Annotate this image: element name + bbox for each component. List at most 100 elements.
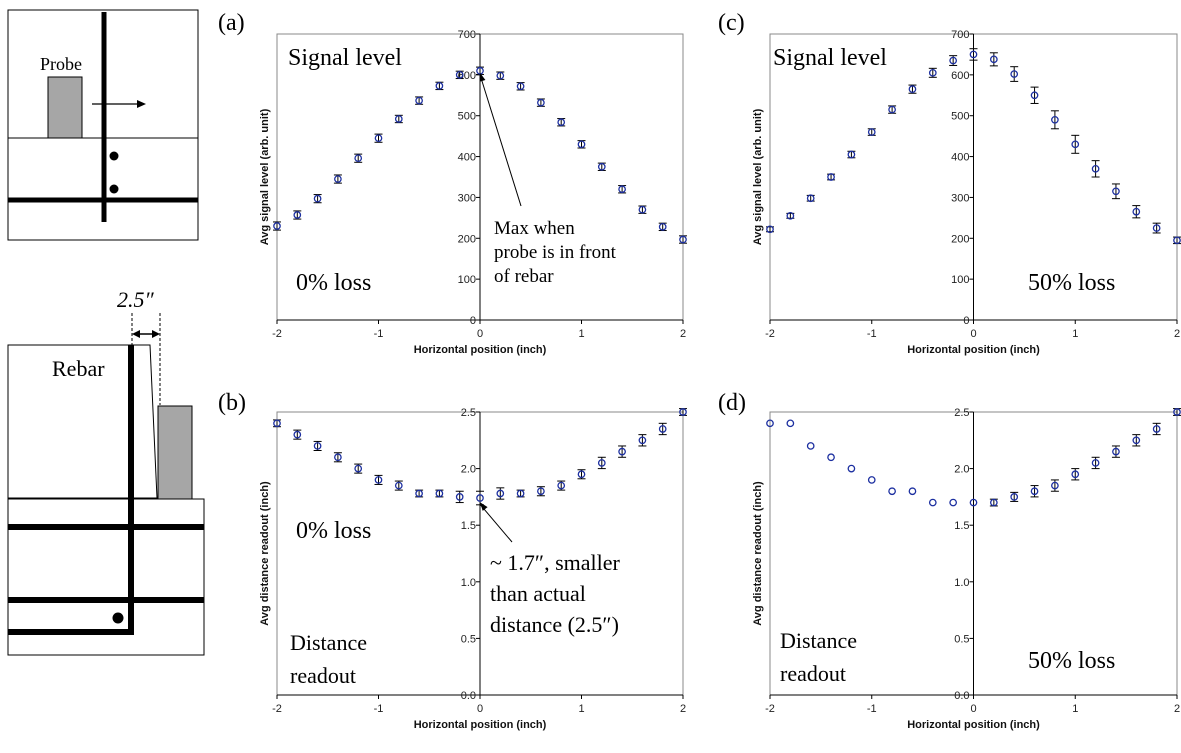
y-tick-label: 0.0 [461, 690, 476, 702]
probe-housing [7, 344, 158, 499]
data-point [658, 425, 667, 433]
data-point [313, 194, 322, 203]
data-point [827, 173, 835, 181]
x-tick-label: -1 [867, 328, 877, 340]
annotation-arrow [479, 503, 513, 543]
data-point [313, 442, 322, 450]
x-axis-label: Horizontal position (inch) [907, 344, 1040, 356]
y-axis-label: Avg distance readout (inch) [259, 481, 271, 626]
data-point [827, 453, 835, 462]
data-point [537, 98, 545, 107]
probe-label: Probe [40, 54, 82, 74]
chart-annotation-text: Signal level [288, 45, 402, 71]
y-tick-label: 300 [458, 192, 476, 204]
data-point [806, 194, 815, 203]
data-point [557, 481, 566, 490]
y-tick-label: 200 [951, 233, 969, 245]
panel-label: (d) [718, 390, 746, 416]
data-point [394, 115, 403, 123]
x-tick-label: -2 [765, 328, 775, 340]
side-schematic: 2.5″ Rebar [7, 287, 205, 656]
y-tick-label: 1.5 [461, 520, 476, 532]
x-tick-label: 1 [578, 703, 584, 715]
data-point [293, 211, 302, 219]
data-point [1030, 487, 1039, 496]
annotation-line: Max when [494, 218, 575, 239]
data-point [908, 85, 917, 94]
annotation-line: than actual [490, 581, 586, 606]
data-point [1071, 140, 1080, 149]
data-point [638, 205, 647, 214]
data-point [1051, 481, 1059, 490]
y-tick-label: 0.5 [461, 633, 476, 645]
x-axis-label: Horizontal position (inch) [414, 719, 547, 731]
y-tick-label: 2.0 [954, 464, 969, 476]
probe-shape [47, 76, 83, 139]
data-point [786, 419, 795, 428]
y-axis-label: Avg signal level (arb. unit) [752, 108, 764, 245]
data-point [577, 470, 586, 479]
y-tick-label: 0 [470, 315, 476, 327]
data-point [1152, 224, 1161, 232]
data-point [1112, 447, 1120, 456]
rebar-label: Rebar [52, 356, 105, 381]
data-point [766, 225, 774, 234]
chart-annotation-text: 50% loss [1028, 270, 1115, 296]
data-point [1071, 470, 1080, 479]
data-point [577, 140, 586, 149]
y-tick-label: 0.5 [954, 633, 969, 645]
data-point [537, 487, 545, 496]
data-point [618, 447, 626, 456]
chart-annotation-text: Signal level [773, 45, 887, 71]
x-tick-label: 1 [1072, 703, 1078, 715]
x-tick-label: 2 [680, 703, 686, 715]
data-point [618, 185, 626, 194]
data-point [354, 154, 363, 163]
panel-label: (c) [718, 10, 745, 36]
data-point [928, 68, 937, 77]
data-point [969, 498, 978, 507]
panel-label: (a) [218, 10, 245, 36]
annotation-line: ~ 1.7″, smaller [490, 550, 620, 575]
data-point [1010, 493, 1019, 501]
data-point [888, 487, 896, 496]
data-point [847, 464, 856, 473]
x-axis-label: Horizontal position (inch) [907, 719, 1040, 731]
rebar-dot [109, 184, 119, 194]
data-point [374, 476, 383, 484]
data-point [334, 453, 342, 462]
y-tick-label: 500 [951, 111, 969, 123]
data-point [455, 71, 464, 79]
x-axis-label: Horizontal position (inch) [414, 344, 547, 356]
data-point [374, 134, 383, 143]
data-point [476, 494, 484, 502]
chart-annotation-text: 0% loss [296, 518, 371, 544]
data-point [496, 489, 505, 498]
arrow-head-icon [152, 330, 160, 338]
data-point [658, 222, 667, 231]
data-point [1132, 207, 1141, 216]
distance-label: 2.5″ [117, 287, 155, 312]
x-tick-label: -2 [765, 703, 775, 715]
panel-label: (b) [218, 390, 246, 416]
x-tick-label: -1 [867, 703, 877, 715]
x-tick-label: 2 [1174, 328, 1180, 340]
rebar-dot [112, 612, 124, 624]
data-point [1010, 70, 1019, 78]
data-point [1173, 236, 1181, 245]
data-point [415, 489, 423, 498]
top-schematic: Probe [7, 9, 199, 241]
x-tick-label: 2 [680, 328, 686, 340]
data-point [597, 162, 606, 171]
data-point [928, 498, 937, 507]
x-tick-label: 1 [578, 328, 584, 340]
y-tick-label: 400 [951, 152, 969, 164]
data-point [435, 489, 444, 498]
annotation-arrow [479, 74, 522, 207]
y-tick-label: 0 [963, 315, 969, 327]
data-point [516, 82, 525, 91]
data-point [989, 55, 998, 64]
chart-panel-d: (d) 0.0 0.5 1.0 1.5 2.0 2.5 -2 -1 0 1 2 Horizontal p… [718, 390, 1181, 731]
data-point [597, 459, 606, 467]
